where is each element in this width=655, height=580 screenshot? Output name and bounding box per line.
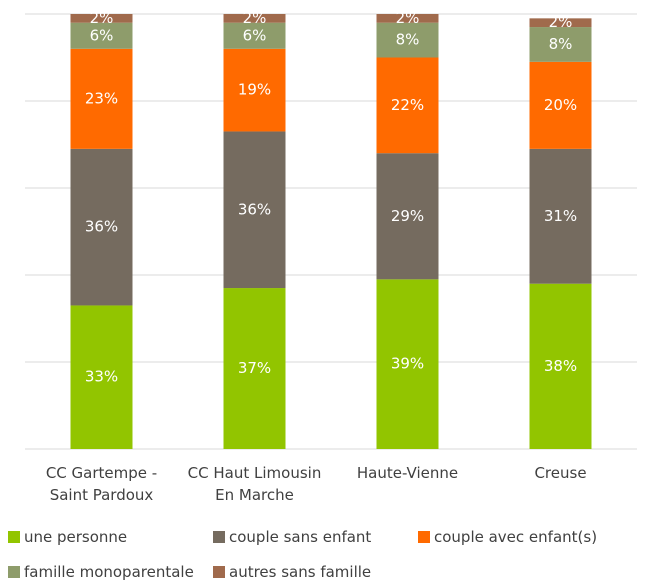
- data-label: 38%: [544, 357, 577, 375]
- legend-label: autres sans famille: [229, 563, 372, 580]
- data-label: 33%: [85, 368, 118, 386]
- data-label: 36%: [85, 218, 118, 236]
- bar-segment: [376, 22, 439, 58]
- legend-label: famille monoparentale: [24, 563, 194, 580]
- bar-segment: [70, 305, 133, 449]
- bar-segment: [223, 131, 286, 289]
- plot: 33%36%23%6%2%37%36%19%6%2%39%29%22%8%2%3…: [25, 9, 637, 450]
- bar-segment: [529, 18, 592, 28]
- legend-item: autres sans famille: [213, 563, 371, 580]
- data-label: 8%: [549, 35, 573, 53]
- data-label: 2%: [549, 13, 573, 31]
- data-label: 29%: [391, 207, 424, 225]
- legend-swatch: [213, 566, 225, 578]
- bar-segment: [223, 288, 286, 449]
- legend-label: couple avec enfant(s): [434, 528, 598, 546]
- legend-label: une personne: [24, 528, 128, 546]
- legend-item: une personne: [8, 528, 127, 546]
- bar-segment: [376, 57, 439, 154]
- data-label: 20%: [544, 96, 577, 114]
- data-label: 39%: [391, 355, 424, 373]
- legend-swatch: [8, 531, 20, 543]
- bar-segment: [223, 48, 286, 132]
- bar-segment: [376, 279, 439, 449]
- bar-segment: [70, 148, 133, 306]
- data-label: 2%: [90, 9, 114, 27]
- data-label: 2%: [243, 9, 267, 27]
- data-label: 22%: [391, 96, 424, 114]
- bar-segment: [376, 153, 439, 280]
- bar-segment: [529, 61, 592, 149]
- bar-segment: [529, 283, 592, 449]
- bar-segment: [529, 148, 592, 284]
- bar-segment: [376, 14, 439, 23]
- data-label: 37%: [238, 359, 271, 377]
- bar-segment: [223, 22, 286, 49]
- bar-segment: [529, 27, 592, 62]
- legend-swatch: [8, 566, 20, 578]
- data-label: 8%: [396, 31, 420, 49]
- legend-swatch: [418, 531, 430, 543]
- x-tick-label: Creuse: [534, 464, 587, 482]
- x-tick-label: Haute-Vienne: [356, 464, 459, 482]
- x-tick-label: CC Haut Limousin En Marche: [187, 464, 322, 504]
- x-tick-label: CC Gartempe - Saint Pardoux: [45, 464, 158, 504]
- bar-segment: [70, 48, 133, 149]
- legend-item: couple avec enfant(s): [418, 528, 597, 546]
- bar-segment: [70, 14, 133, 23]
- legend-label: couple sans enfant: [229, 528, 372, 546]
- data-label: 6%: [243, 26, 267, 44]
- data-label: 6%: [90, 26, 114, 44]
- bar-segment: [223, 14, 286, 23]
- data-label: 31%: [544, 207, 577, 225]
- data-label: 2%: [396, 9, 420, 27]
- bar-segment: [70, 22, 133, 49]
- data-label: 23%: [85, 89, 118, 107]
- data-label: 36%: [238, 200, 271, 218]
- legend-swatch: [213, 531, 225, 543]
- legend-item: couple sans enfant: [213, 528, 371, 546]
- legend-item: famille monoparentale: [8, 563, 194, 580]
- data-label: 19%: [238, 81, 271, 99]
